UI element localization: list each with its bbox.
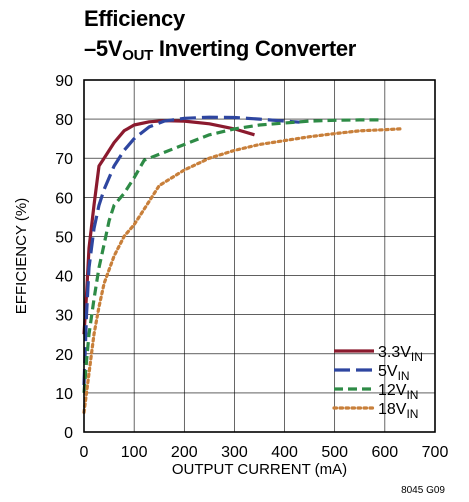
series-line-3 — [82, 127, 402, 414]
legend-label-subscript: IN — [406, 407, 418, 421]
x-tick-label-2: 200 — [171, 444, 198, 461]
series-line-1 — [82, 115, 300, 386]
x-tick-label-7: 700 — [422, 444, 449, 461]
legend-label-1: 5VIN — [378, 363, 410, 383]
figure-id: 8045 G09 — [401, 485, 445, 496]
plot-frame — [83, 79, 436, 433]
x-axis-label: OUTPUT CURRENT (mA) — [172, 461, 347, 478]
axis-ticks: 0 100 200 300 400 500 600 700 0 10 20 30 40 50 60 70 80 9… — [55, 73, 448, 461]
legend-label-main: 12V — [378, 382, 407, 399]
y-axis-label: EFFICIENCY (%) — [13, 198, 30, 314]
y-tick-label-9: 90 — [55, 73, 73, 90]
series-line-2 — [82, 118, 380, 394]
x-tick-label-4: 400 — [271, 444, 298, 461]
x-tick-label-1: 100 — [121, 444, 148, 461]
legend-label-main: 5V — [378, 363, 398, 380]
y-tick-label-3: 30 — [55, 308, 73, 325]
y-tick-label-2: 20 — [55, 347, 73, 364]
legend-label-subscript: IN — [406, 388, 418, 402]
legend-label-subscript: IN — [398, 369, 410, 383]
title-subscript: OUT — [122, 47, 154, 64]
legend-label-0: 3.3VIN — [378, 344, 423, 364]
legend-label-2: 12VIN — [378, 382, 418, 402]
chart-series — [82, 115, 402, 414]
y-tick-label-5: 50 — [55, 229, 73, 246]
y-tick-label-7: 70 — [55, 151, 73, 168]
legend-label-main: 18V — [378, 401, 407, 418]
y-tick-label-1: 10 — [55, 386, 73, 403]
y-tick-label-6: 60 — [55, 190, 73, 207]
y-tick-label-4: 40 — [55, 269, 73, 286]
x-tick-label-0: 0 — [80, 444, 89, 461]
legend-label-main: 3.3V — [378, 344, 411, 361]
title-suffix: Inverting Converter — [153, 36, 357, 61]
y-tick-label-8: 80 — [55, 112, 73, 129]
x-tick-label-3: 300 — [221, 444, 248, 461]
x-tick-label-6: 600 — [372, 444, 399, 461]
chart-title-line2: –5VOUT Inverting Converter — [84, 36, 356, 64]
y-tick-label-0: 0 — [64, 425, 73, 442]
legend-label-3: 18VIN — [378, 401, 418, 421]
title-prefix: –5V — [84, 36, 123, 61]
series-line-0 — [82, 119, 255, 335]
legend-label-subscript: IN — [411, 350, 423, 364]
chart-title-line1: Efficiency — [84, 6, 185, 31]
x-tick-label-5: 500 — [321, 444, 348, 461]
